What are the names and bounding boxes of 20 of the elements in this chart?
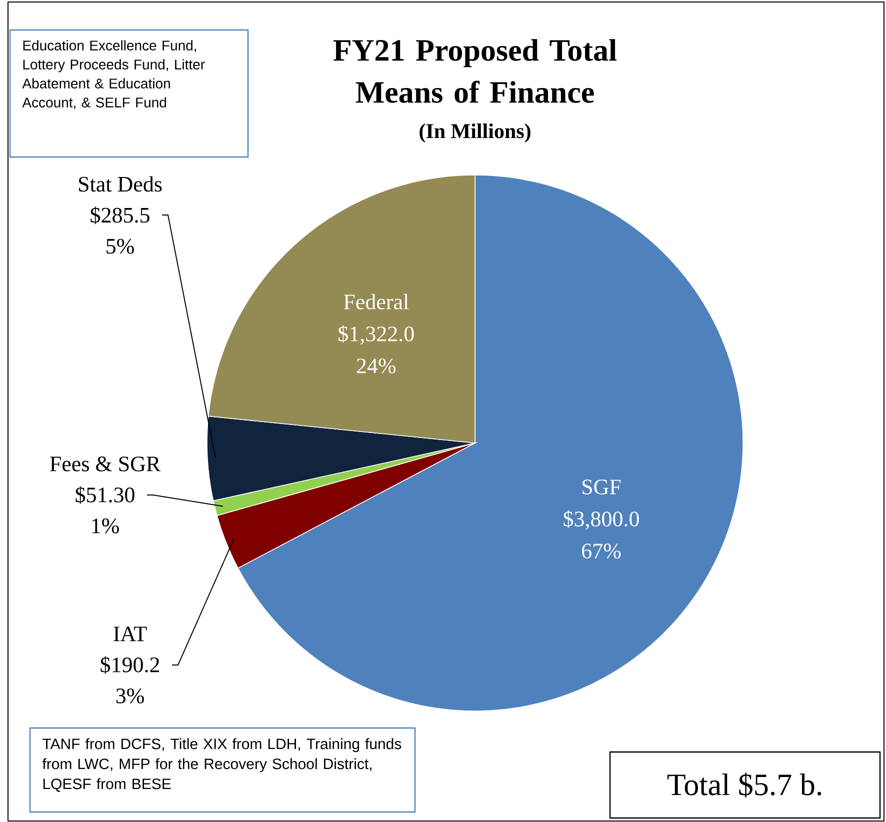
chart-title: FY21 Proposed Total Means of Finance [333,39,617,103]
text: 67% [582,544,621,559]
slice-label: Federal [344,294,409,310]
data-label: $285.5 [90,206,150,224]
data-label: $1,322.0 [338,325,414,345]
chart-subtitle: (In Millions) [420,123,530,142]
slice-label: IAT [114,626,147,642]
slice-label: Stat Deds [79,176,162,192]
text: Total $5.7 b. [667,772,822,798]
text: 3% [116,688,144,704]
data-label: $51.30 [76,486,134,504]
data-label: $190.2 [100,656,160,674]
text: 24% [356,358,396,374]
text: 5% [106,238,134,254]
text: Education Excellence Fund, Lottery Proceeds Fund, Litter Abatement & Education Account, & SELF Fund [22,40,205,110]
slice-label: Fees & SGR [50,456,161,472]
slice-label: SGF [582,480,621,494]
text: TANF from DCFS, Title XIX from LDH, Training funds from LWC, MFP for the Recovery School District, LQESF from BESE [42,738,402,792]
text: 1% [92,518,119,534]
data-label: $3,800.0 [564,510,639,530]
